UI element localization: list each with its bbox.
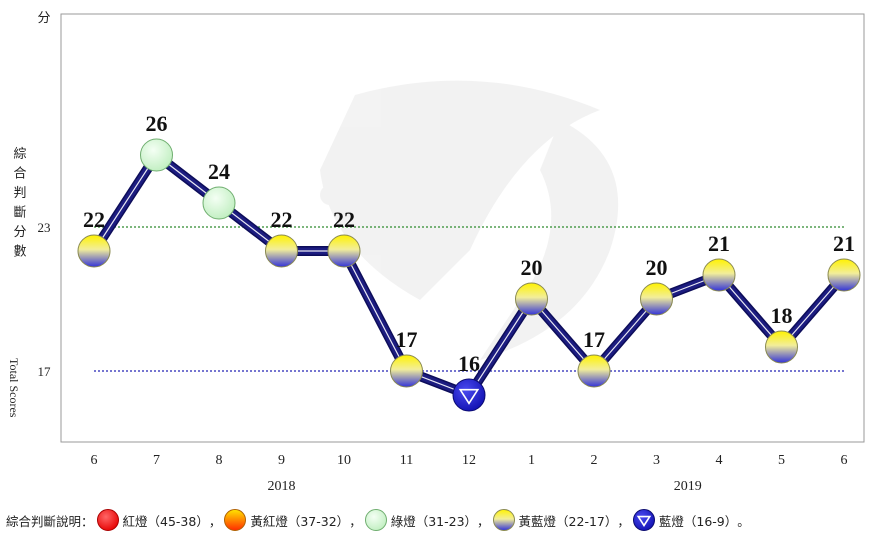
x-tick-label: 9 [278, 453, 285, 468]
data-label: 16 [458, 351, 480, 376]
data-label: 20 [646, 255, 668, 280]
marker-green [202, 186, 236, 220]
data-label: 20 [521, 255, 543, 280]
y-unit-label: 分 [37, 11, 50, 26]
x-tick-label: 4 [716, 453, 723, 468]
marker-blue [452, 378, 486, 412]
legend-item-red: 紅燈（45-38）， [94, 508, 222, 532]
legend-separator: ， [349, 513, 362, 529]
marker-yellow-blue [765, 330, 798, 364]
threshold-lines [94, 226, 844, 372]
legend-separator: ， [617, 513, 630, 529]
legend-separator: ， [208, 513, 222, 529]
legend-label: 黃紅燈（37-32） [250, 513, 350, 529]
marker-yellow-blue [390, 354, 423, 388]
marker-yellow-blue [640, 282, 673, 316]
legend-item-blue: 藍燈（16-9）。 [630, 508, 750, 532]
y-tick-label: 17 [38, 364, 52, 379]
year-labels: 2018 2019 [268, 479, 702, 494]
plot-frame [60, 13, 865, 443]
legend-marker-green [364, 509, 387, 531]
x-tick-label: 11 [400, 453, 413, 468]
marker-green [140, 138, 173, 172]
y-tick-label: 23 [38, 220, 51, 235]
x-tick-label: 6 [91, 453, 98, 468]
legend-title: 綜合判斷說明： [6, 513, 94, 529]
marker-blue-triangle [458, 388, 480, 405]
data-label: 26 [146, 111, 168, 136]
marker-yellow-blue [577, 354, 611, 388]
legend-label: 藍燈（16-9） [658, 513, 738, 529]
data-label: 17 [583, 327, 605, 352]
x-tick-label: 2 [591, 453, 598, 468]
legend-label: 黃藍燈（22-17） [518, 513, 618, 529]
data-labels: 22 26 24 22 22 17 16 20 17 20 21 18 21 [83, 111, 855, 376]
data-label: 22 [83, 207, 105, 232]
x-tick-label: 12 [462, 453, 476, 468]
legend-marker-blue [632, 509, 655, 531]
legend-label: 紅燈（45-38） [122, 513, 209, 529]
legend: 綜合判斷說明： 紅燈（45-38），黃紅燈（37-32），綠燈（31-23），黃… [6, 506, 750, 534]
marker-blue [632, 509, 655, 531]
data-label: 17 [396, 327, 418, 352]
year-label: 2018 [268, 479, 296, 494]
data-label: 21 [833, 231, 855, 256]
legend-marker-yellow-red [224, 509, 247, 531]
x-tick-label: 8 [216, 453, 223, 468]
marker-red [96, 509, 119, 531]
marker-yellow-blue [702, 258, 736, 292]
marker-yellow-blue [265, 234, 298, 268]
legend-marker-yellow-blue [492, 509, 515, 531]
marker-blue-triangle [636, 515, 652, 527]
x-tick-label: 10 [337, 453, 351, 468]
marker-yellow-blue [77, 234, 111, 268]
x-tick-label: 1 [528, 453, 535, 468]
marker-yellow-red [224, 509, 247, 531]
x-tick-label: 5 [778, 453, 785, 468]
data-label: 24 [208, 159, 230, 184]
x-tick-label: 7 [153, 453, 160, 468]
data-label: 22 [271, 207, 293, 232]
year-label: 2019 [674, 479, 702, 494]
y-axis-label-zh: 綜合判斷分數 [13, 147, 26, 260]
marker-yellow-blue [327, 234, 361, 268]
data-markers [77, 138, 861, 412]
legend-item-yellow-red: 黃紅燈（37-32）， [221, 508, 362, 532]
marker-yellow-blue [515, 282, 548, 316]
x-tick-label: 3 [653, 453, 660, 468]
legend-label: 綠燈（31-23） [390, 513, 478, 529]
legend-item-green: 綠燈（31-23）， [362, 508, 490, 532]
x-tick-label: 6 [841, 453, 848, 468]
data-label: 18 [771, 303, 793, 328]
marker-green [364, 509, 387, 531]
x-ticks: 6 7 8 9 10 11 12 1 2 3 4 5 6 [91, 453, 848, 468]
legend-item-yellow-blue: 黃藍燈（22-17）， [490, 508, 630, 532]
data-label: 22 [333, 207, 355, 232]
marker-yellow-blue [492, 509, 515, 531]
y-axis-label-en: Total Scores [7, 358, 21, 418]
data-label: 21 [708, 231, 730, 256]
legend-separator: ， [477, 513, 490, 529]
marker-yellow-blue [827, 258, 861, 292]
watermark-logo [320, 80, 619, 360]
legend-marker-red [96, 509, 119, 531]
legend-separator: 。 [737, 513, 750, 529]
